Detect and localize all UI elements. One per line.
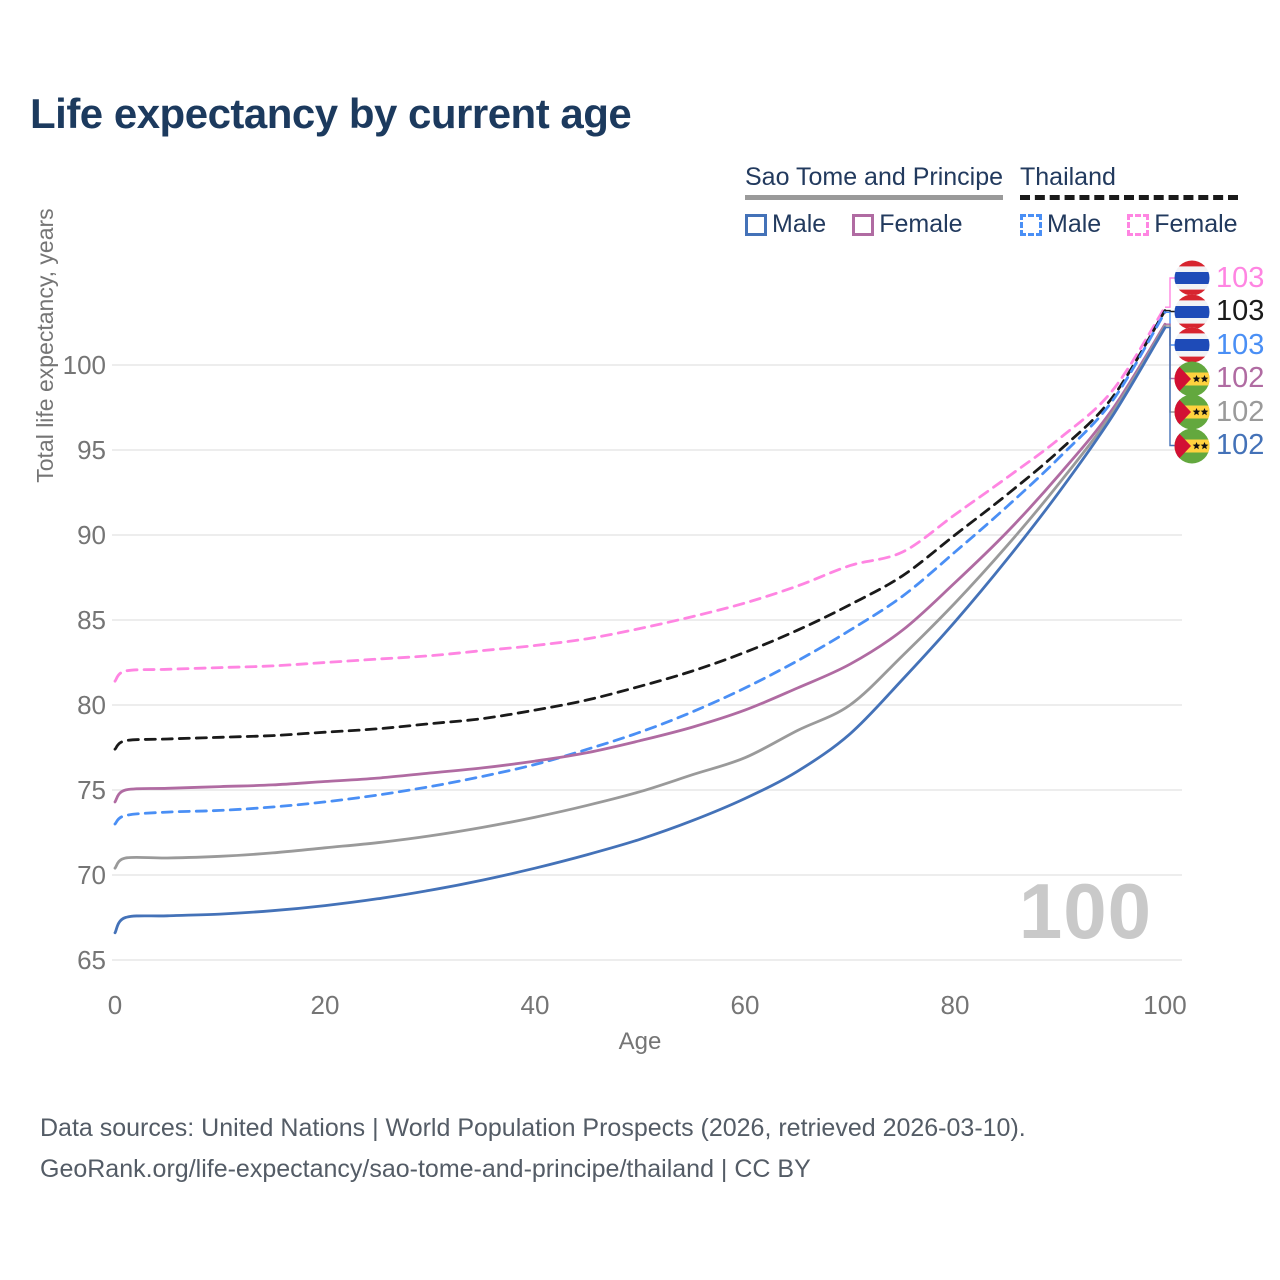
- series-line: [113, 309, 1167, 751]
- legend-country-label: Thailand: [1020, 163, 1116, 191]
- end-label-leader-line: [1165, 309, 1176, 313]
- line-style-swatch: [1020, 213, 1042, 236]
- footer-data-sources: Data sources: United Nations | World Pop…: [40, 1114, 1026, 1142]
- age-counter-watermark: 100: [1018, 867, 1152, 955]
- legend-row: Male Female: [745, 210, 1003, 239]
- legend-item-label: Female: [1154, 210, 1238, 238]
- legend-row: Male Female: [1020, 210, 1238, 239]
- x-tick-label: 60: [731, 990, 760, 1020]
- sao-tome-flag-icon: [1174, 361, 1210, 396]
- legend-item-female: Female: [852, 210, 963, 239]
- end-label-value: 102: [1216, 395, 1265, 428]
- legend-item-label: Male: [772, 210, 827, 238]
- series-line: [113, 322, 1167, 804]
- legend-country-label: Sao Tome and Principe: [745, 163, 1004, 191]
- y-tick-label: 80: [77, 690, 106, 720]
- end-label-leader-line: [1165, 277, 1176, 308]
- x-tick-label: 0: [108, 990, 122, 1020]
- series-line: [113, 326, 1167, 935]
- thailand-flag-icon: [1174, 327, 1210, 363]
- page-title: Life expectancy by current age: [30, 90, 632, 137]
- y-axis-title: Total life expectancy, years: [32, 208, 58, 483]
- y-tick-label: 100: [63, 350, 106, 380]
- footer-attribution: GeoRank.org/life-expectancy/sao-tome-and…: [40, 1154, 811, 1183]
- end-label-row: 102: [1174, 394, 1264, 430]
- x-tick-label: 20: [311, 990, 340, 1020]
- end-label-value: 103: [1216, 328, 1265, 361]
- y-tick-label: 85: [77, 605, 106, 635]
- sao-tome-flag-icon: [1174, 428, 1210, 463]
- sao-tome-flag-icon: [1174, 394, 1210, 430]
- y-tick-label: 95: [77, 435, 106, 465]
- end-label-value: 103: [1216, 295, 1265, 327]
- legend-item-label: Male: [1047, 210, 1102, 238]
- series-line: [113, 305, 1167, 683]
- series-line: [113, 310, 1167, 826]
- end-label-leader-line: [1165, 326, 1176, 447]
- end-label-value: 103: [1216, 261, 1265, 294]
- legend-country-line-swatch: [1020, 195, 1238, 200]
- legend-country-line-swatch: [745, 195, 1004, 200]
- line-style-swatch: [1127, 213, 1150, 236]
- legend-item-female: Female: [1127, 210, 1238, 239]
- end-label-row: 102: [1174, 361, 1264, 397]
- end-label-row: 103: [1174, 294, 1264, 330]
- end-label-row: 103: [1174, 327, 1264, 363]
- x-axis-title: Age: [618, 1028, 662, 1055]
- end-label-value: 102: [1216, 429, 1265, 461]
- end-label-row: 103: [1174, 260, 1264, 296]
- legend-item-male: Male: [1020, 210, 1101, 239]
- thailand-flag-icon: [1174, 294, 1210, 329]
- end-label-value: 102: [1216, 362, 1265, 394]
- y-tick-label: 90: [77, 520, 106, 550]
- y-tick-label: 75: [77, 775, 106, 805]
- y-tick-label: 65: [77, 945, 106, 975]
- y-tick-label: 70: [77, 860, 106, 890]
- series-line: [113, 324, 1167, 870]
- x-tick-label: 40: [521, 990, 550, 1020]
- legend-group-thailand: Thailand Male Female: [1020, 163, 1238, 239]
- line-style-swatch: [852, 213, 875, 236]
- thailand-flag-icon: [1174, 260, 1210, 296]
- line-style-swatch: [745, 213, 767, 236]
- end-label-row: 102: [1174, 428, 1264, 464]
- x-tick-label: 80: [941, 990, 970, 1020]
- legend-item-male: Male: [745, 210, 826, 239]
- legend-group-sao-tome: Sao Tome and Principe Male Female: [745, 163, 1004, 239]
- footer: Data sources: United Nations | World Pop…: [40, 1108, 1026, 1189]
- legend-item-label: Female: [879, 210, 963, 238]
- x-tick-label: 100: [1143, 990, 1186, 1020]
